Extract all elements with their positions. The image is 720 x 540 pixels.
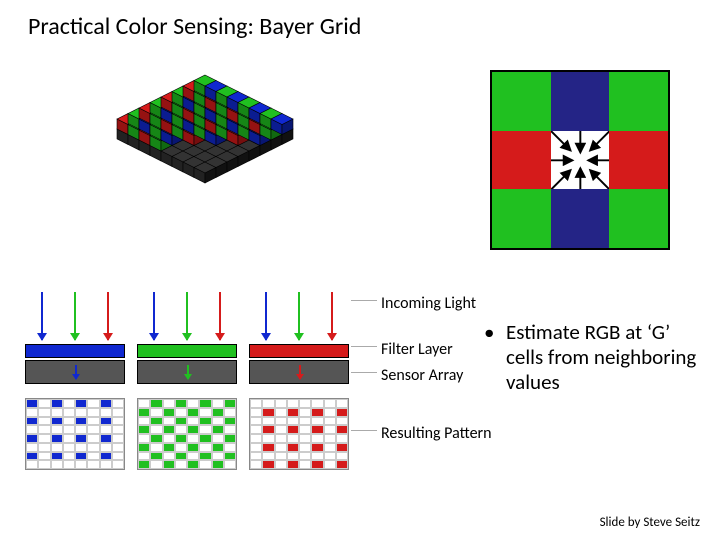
sensor-array-bar	[137, 360, 237, 384]
bayer-isometric-diagram	[45, 65, 365, 255]
incoming-light-arrow	[331, 292, 333, 340]
sensor-array-bar	[25, 360, 125, 384]
label-leader-line	[351, 430, 377, 431]
demosaic-cell	[551, 131, 610, 190]
sensor-array-bar	[249, 360, 349, 384]
demosaic-grid	[490, 70, 670, 250]
bullet-point: • Estimate RGB at ‘G’ cells from neighbo…	[484, 320, 704, 396]
demosaic-cell	[551, 72, 610, 131]
resulting-pattern-grid	[25, 398, 125, 470]
incoming-light-arrow	[265, 292, 267, 340]
passed-light-arrow	[187, 365, 189, 379]
passed-light-arrow	[299, 365, 301, 379]
incoming-light-arrow	[186, 292, 188, 340]
demosaic-cell	[609, 189, 668, 248]
incoming-light-arrow	[107, 292, 109, 340]
bullet-dot: •	[484, 320, 494, 345]
resulting-pattern-grid	[249, 398, 349, 470]
filter-label: Sensor Array	[381, 366, 463, 385]
label-leader-line	[351, 372, 377, 373]
label-leader-line	[351, 300, 377, 301]
filter-column	[249, 280, 349, 470]
filter-column	[137, 280, 237, 470]
filter-layer-bar	[249, 344, 349, 358]
incoming-light-arrow	[74, 292, 76, 340]
filter-label: Resulting Pattern	[381, 424, 492, 443]
label-leader-line	[351, 346, 377, 347]
demosaic-cell	[492, 189, 551, 248]
bullet-text: Estimate RGB at ‘G’ cells from neighbori…	[484, 320, 704, 396]
filter-layer-bar	[25, 344, 125, 358]
filter-label: Filter Layer	[381, 340, 453, 359]
demosaic-cell	[492, 72, 551, 131]
filter-column	[25, 280, 125, 470]
demosaic-cell	[609, 131, 668, 190]
filter-layers-diagram: Incoming LightFilter LayerSensor ArrayRe…	[25, 280, 465, 500]
filter-layer-bar	[137, 344, 237, 358]
demosaic-cell	[551, 189, 610, 248]
demosaic-cell	[492, 131, 551, 190]
incoming-light-arrow	[153, 292, 155, 340]
slide-credit: Slide by Steve Seitz	[600, 515, 700, 530]
resulting-pattern-grid	[137, 398, 237, 470]
passed-light-arrow	[75, 365, 77, 379]
slide-title: Practical Color Sensing: Bayer Grid	[28, 12, 361, 41]
incoming-light-arrow	[219, 292, 221, 340]
incoming-light-arrow	[41, 292, 43, 340]
demosaic-cell	[609, 72, 668, 131]
incoming-light-arrow	[298, 292, 300, 340]
filter-label: Incoming Light	[381, 294, 476, 313]
